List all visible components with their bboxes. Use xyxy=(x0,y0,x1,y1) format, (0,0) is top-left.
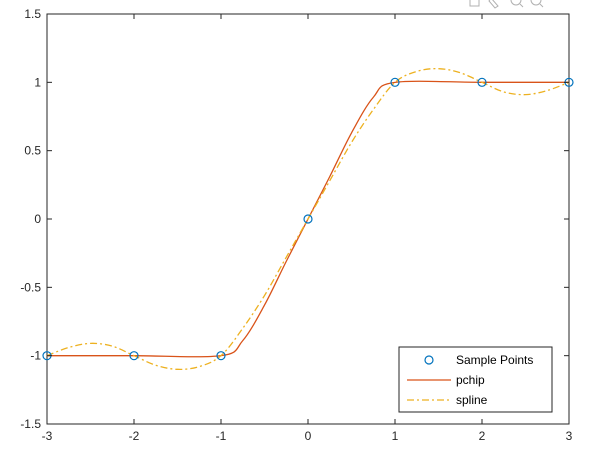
x-tick-label: -2 xyxy=(129,429,140,443)
zoom-in-icon[interactable] xyxy=(510,0,524,8)
tick-layer: -3 -2 -1 0 1 2 3 1.5 1 0.5 0 -0.5 -1 -1.5 xyxy=(20,7,572,443)
x-tick-label: 3 xyxy=(566,429,573,443)
legend-label: spline xyxy=(456,393,488,407)
brush-icon[interactable] xyxy=(488,0,499,9)
data-point xyxy=(129,351,139,361)
y-tick-label: 0 xyxy=(34,212,41,226)
x-tick-label: -3 xyxy=(42,429,53,443)
y-tick-label: -1.5 xyxy=(20,417,41,431)
data-point xyxy=(390,77,400,87)
x-tick-label: 1 xyxy=(392,429,399,443)
y-tick-label: -0.5 xyxy=(20,280,41,294)
zoom-out-icon[interactable] xyxy=(530,0,544,8)
x-tick-label: 2 xyxy=(479,429,486,443)
y-tick-label: 1 xyxy=(34,75,41,89)
y-tick-label: -1 xyxy=(30,349,41,363)
data-point xyxy=(216,351,226,361)
data-point xyxy=(303,214,313,224)
data-point xyxy=(477,77,487,87)
x-tick-label: -1 xyxy=(216,429,227,443)
x-tick-label: 0 xyxy=(305,429,312,443)
y-tick-label: 1.5 xyxy=(24,7,41,21)
legend-label: pchip xyxy=(456,373,485,387)
legend-marker xyxy=(424,355,434,365)
legend[interactable]: Sample Points pchip spline xyxy=(398,346,553,413)
y-tick-label: 0.5 xyxy=(24,144,41,158)
export-icon[interactable] xyxy=(469,0,480,7)
axes-toolbar xyxy=(469,0,544,9)
legend-label: Sample Points xyxy=(456,353,533,367)
series-line-spline xyxy=(46,67,570,371)
